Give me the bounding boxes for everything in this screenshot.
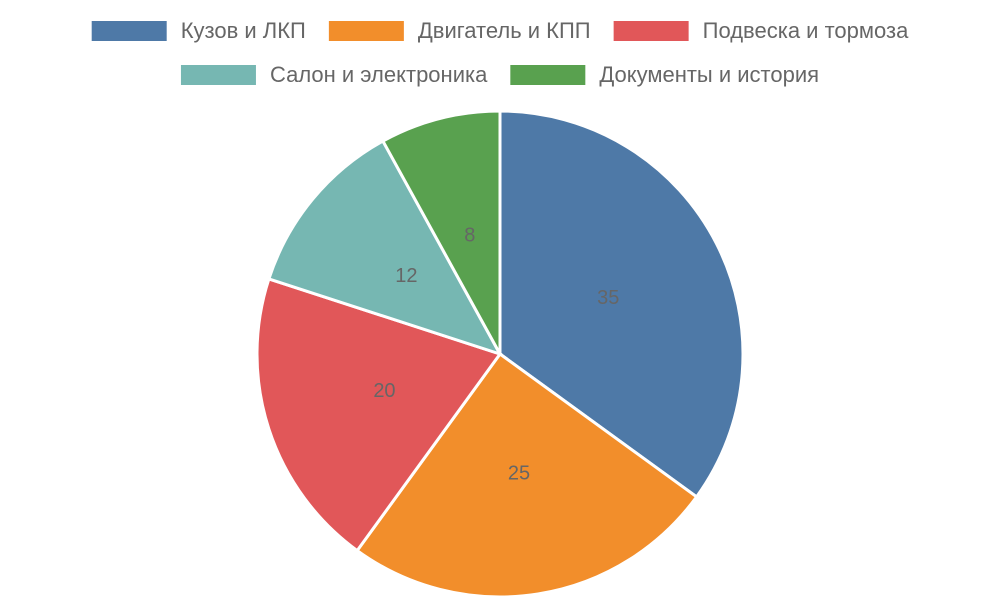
data-label: 20 bbox=[373, 380, 395, 402]
legend-swatch bbox=[510, 65, 586, 85]
legend-label: Кузов и ЛКП bbox=[181, 18, 306, 43]
legend-swatch bbox=[328, 21, 404, 41]
legend-label: Двигатель и КПП bbox=[418, 18, 591, 43]
legend-item: Двигатель и КПП bbox=[328, 18, 591, 43]
pie-slice bbox=[355, 351, 699, 599]
legend-swatch bbox=[613, 21, 689, 41]
legend-item: Документы и история bbox=[510, 62, 819, 87]
legend-label: Салон и электроника bbox=[270, 62, 488, 87]
data-label: 12 bbox=[395, 265, 417, 287]
pie-slice bbox=[267, 139, 504, 357]
pie-slice bbox=[380, 109, 502, 355]
legend-label: Подвеска и тормоза bbox=[703, 18, 909, 43]
legend-swatch bbox=[91, 21, 167, 41]
legend-swatch bbox=[180, 65, 256, 85]
data-label: 25 bbox=[508, 462, 530, 484]
pie-slice bbox=[255, 277, 503, 553]
data-label: 8 bbox=[464, 225, 475, 247]
pie-slice bbox=[498, 109, 745, 499]
legend-item: Салон и электроника bbox=[180, 62, 488, 87]
data-label: 35 bbox=[597, 287, 619, 309]
legend: Кузов и ЛКП Двигатель и КПП Подвеска и тор… bbox=[91, 18, 909, 87]
legend-item: Кузов и ЛКП bbox=[91, 18, 306, 43]
legend-item: Подвеска и тормоза bbox=[613, 18, 909, 43]
legend-label: Документы и история bbox=[599, 62, 819, 87]
